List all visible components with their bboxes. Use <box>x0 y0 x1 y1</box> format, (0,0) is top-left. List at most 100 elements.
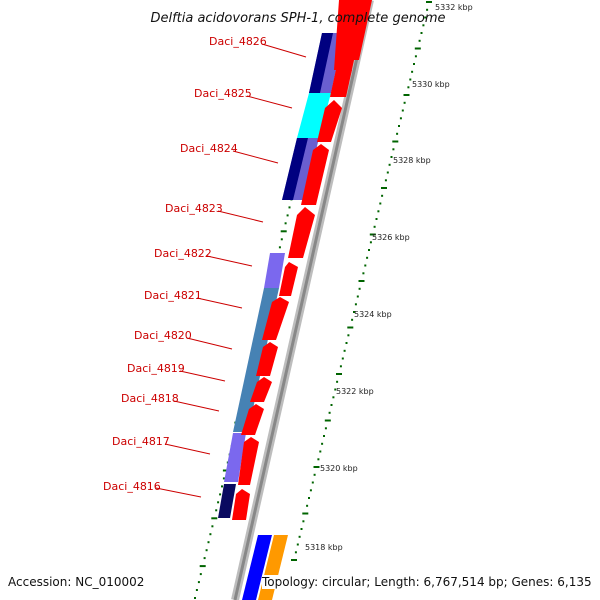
outer-tick-dot-6 <box>414 47 421 50</box>
outer-tick-dot-17 <box>396 132 399 135</box>
outer-tick-dot-3 <box>422 24 425 27</box>
outer-tick-dot-52 <box>330 404 333 406</box>
outer-tick-dot-59 <box>317 458 320 461</box>
outer-tick-dot-68 <box>300 528 303 530</box>
tick-dots-outer <box>291 1 432 561</box>
outer-tick-dot-39 <box>354 303 357 306</box>
outer-tick-dot-57 <box>321 442 324 445</box>
outer-tick-dot-43 <box>347 334 350 337</box>
kbp-label-5318: 5318 kbp <box>305 543 343 552</box>
kbp-label-5328: 5328 kbp <box>393 156 431 165</box>
outer-tick-dot-28 <box>375 218 378 220</box>
gene-label-daci-4824: Daci_4824 <box>180 142 238 155</box>
outer-tick-dot-50 <box>334 388 337 391</box>
inner-tick-dot-66 <box>199 565 206 568</box>
gene-label-daci-4826: Daci_4826 <box>209 35 267 48</box>
gene-label-daci-4823: Daci_4823 <box>165 202 223 215</box>
inner-tick-dot-54 <box>222 469 229 472</box>
cds-arrow-daci-4824 <box>301 144 329 205</box>
inner-tick-dot-22 <box>286 214 289 217</box>
gene-labels: Daci_4826 Daci_4825 Daci_4824 Daci_4823 … <box>103 35 267 493</box>
outer-tick-dot-38 <box>356 295 359 298</box>
cds-arrow-daci-4819 <box>250 377 272 402</box>
outer-tick-dot-26 <box>379 202 382 205</box>
cds-arrow-daci-4821 <box>262 297 289 340</box>
outer-tick-dot-9 <box>411 70 414 73</box>
outer-tick-dot-14 <box>401 109 404 112</box>
outer-tick-dot-10 <box>409 78 412 81</box>
kbp-label-5322: 5322 kbp <box>336 387 374 396</box>
outer-tick-dot-69 <box>298 535 301 538</box>
outer-tick-dot-67 <box>302 520 305 523</box>
outer-tick-dot-65 <box>306 504 309 507</box>
cog-block-blue <box>242 535 272 600</box>
outer-tick-dot-27 <box>377 210 380 213</box>
outer-tick-dot-23 <box>384 179 387 182</box>
outer-tick-dot-21 <box>388 163 391 166</box>
inner-tick-dot-69 <box>195 589 198 591</box>
outer-tick-dot-16 <box>398 125 400 127</box>
gene-label-daci-4822: Daci_4822 <box>154 247 212 260</box>
outer-tick-dot-44 <box>345 342 348 344</box>
outer-tick-dot-25 <box>381 194 384 197</box>
inner-tick-dot-70 <box>194 597 196 599</box>
inner-tick-dot-25 <box>280 238 283 241</box>
outer-tick-dot-2 <box>424 16 427 19</box>
outer-tick-dot-55 <box>324 427 327 430</box>
cds-arrows <box>232 0 372 520</box>
outer-tick-dot-11 <box>407 86 410 89</box>
leader-line-daci-4819 <box>179 370 226 382</box>
kbp-label-5324: 5324 kbp <box>354 310 392 319</box>
leader-line-daci-4826 <box>261 43 307 58</box>
inner-tick-dot-62 <box>209 533 212 536</box>
outer-tick-dot-0 <box>426 1 432 3</box>
inner-tick-dot-60 <box>211 517 218 520</box>
gene-label-daci-4818: Daci_4818 <box>121 392 179 405</box>
outer-tick-dot-19 <box>392 148 395 151</box>
inner-tick-dot-68 <box>197 581 200 584</box>
accession-text: Accession: NC_010002 <box>8 575 145 589</box>
cds-arrow-daci-4820 <box>256 342 278 376</box>
leader-line-daci-4822 <box>206 255 253 267</box>
outer-tick-dot-37 <box>358 287 361 290</box>
outer-tick-dot-29 <box>373 225 376 228</box>
map-title: Delftia acidovorans SPH-1, complete geno… <box>150 11 445 26</box>
outer-tick-dot-51 <box>332 396 335 399</box>
gene-label-daci-4825: Daci_4825 <box>194 87 252 100</box>
leader-line-daci-4817 <box>164 443 211 455</box>
outer-tick-dot-35 <box>362 272 365 275</box>
genome-backbone <box>233 0 372 600</box>
cog-block-daci-4824-dark <box>282 138 308 200</box>
outer-tick-dot-48 <box>336 373 342 375</box>
outer-tick-dot-62 <box>311 481 314 484</box>
outer-tick-dot-1 <box>426 8 429 11</box>
outer-tick-dot-56 <box>323 435 325 437</box>
outer-tick-dot-22 <box>386 171 389 174</box>
leader-line-daci-4820 <box>186 337 233 350</box>
leader-line-daci-4816 <box>155 487 202 498</box>
outer-tick-dot-31 <box>369 241 372 244</box>
outer-tick-dot-70 <box>296 543 299 546</box>
kbp-label-5332: 5332 kbp <box>435 3 473 12</box>
outer-tick-dot-7 <box>414 55 417 58</box>
outer-tick-dot-40 <box>353 311 355 313</box>
outer-tick-dot-61 <box>313 473 316 476</box>
outer-tick-dot-5 <box>418 39 421 42</box>
cog-block-daci-4825 <box>297 93 331 138</box>
outer-tick-dot-47 <box>339 365 342 368</box>
cds-arrow-daci-4825 <box>317 100 342 142</box>
outer-tick-dot-54 <box>324 419 331 422</box>
outer-tick-dot-30 <box>369 233 376 236</box>
inner-tick-dot-61 <box>211 525 214 528</box>
inner-tick-dot-67 <box>199 573 202 576</box>
cds-arrow-daci-4826-body <box>330 37 359 97</box>
gene-label-daci-4820: Daci_4820 <box>134 329 192 342</box>
outer-tick-dot-4 <box>420 32 423 34</box>
outer-tick-dot-64 <box>308 497 310 499</box>
inner-tick-dot-23 <box>284 222 287 225</box>
leader-line-daci-4825 <box>246 95 293 109</box>
leader-line-daci-4818 <box>173 400 220 412</box>
outer-tick-dot-71 <box>294 551 297 554</box>
